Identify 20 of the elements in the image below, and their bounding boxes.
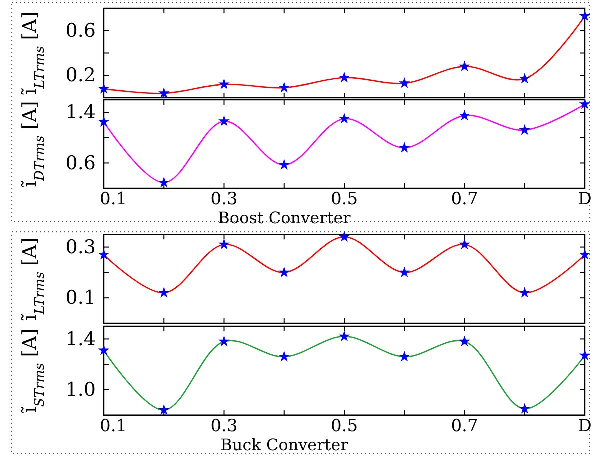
y-tick-label: 0.6: [66, 152, 96, 174]
x-tick-label: 0.5: [330, 416, 358, 436]
x-axis-title: Buck Converter: [220, 435, 349, 454]
y-tick-label: 0.2: [66, 64, 96, 87]
y-tick-label: 1.0: [66, 379, 96, 402]
x-axis-title: Boost Converter: [218, 208, 352, 228]
x-tick-label: D: [578, 416, 592, 436]
x-tick-label: 0.5: [330, 190, 358, 210]
y-tick-label: 1.4: [66, 102, 96, 124]
x-tick-label: 0.7: [451, 190, 478, 210]
x-tick-label: 0.3: [210, 416, 238, 436]
x-tick-label: 0.3: [210, 190, 238, 210]
y-tick-label: 0.3: [66, 236, 96, 258]
y-tick-label: 0.1: [66, 287, 96, 310]
y-tick-label: 0.6: [66, 20, 96, 42]
x-tick-label: 0.1: [100, 190, 128, 210]
x-tick-label: D: [578, 190, 592, 210]
x-tick-label: 0.7: [451, 416, 478, 436]
y-tick-label: 1.4: [66, 328, 96, 350]
x-tick-label: 0.1: [100, 416, 128, 436]
